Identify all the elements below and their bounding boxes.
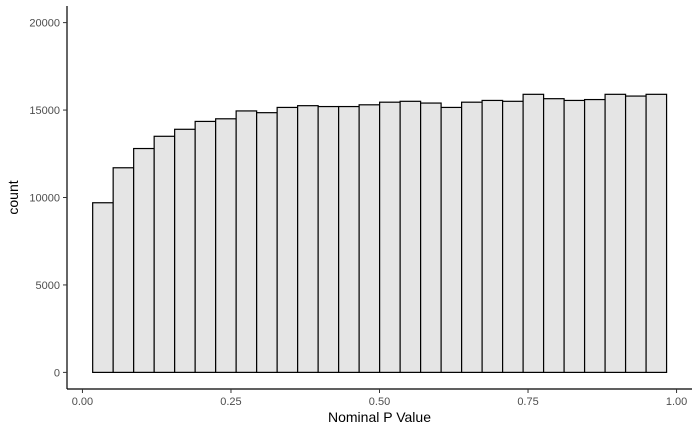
histogram-bar	[215, 118, 237, 373]
y-tick-label: 5000	[36, 280, 60, 292]
histogram-bar	[563, 99, 586, 373]
histogram-bar	[645, 93, 668, 373]
histogram-bar	[338, 105, 360, 373]
histogram-bar	[461, 101, 483, 373]
histogram-bar	[522, 93, 545, 373]
histogram-bar	[583, 98, 606, 373]
histogram-bar	[92, 202, 114, 373]
histogram-bar	[276, 106, 299, 373]
histogram-bar	[235, 110, 258, 373]
x-tick-label: 0.25	[220, 396, 241, 408]
histogram-bar	[297, 105, 319, 373]
histogram-bar	[502, 100, 524, 373]
x-tick-label: 1.00	[666, 396, 687, 408]
y-axis-title: count	[5, 180, 21, 214]
histogram-bar	[153, 135, 176, 373]
histogram-bar	[420, 102, 442, 373]
histogram-bar	[440, 106, 463, 373]
histogram-bar	[542, 98, 565, 373]
histogram-bar	[379, 101, 401, 373]
y-axis-ticks: 0 5000 10000 15000 20000	[29, 18, 67, 379]
histogram-bar	[112, 167, 135, 373]
histogram-bar	[256, 112, 278, 373]
y-tick-label: 10000	[29, 193, 60, 205]
histogram-bar	[604, 93, 627, 373]
y-tick-label: 20000	[29, 18, 60, 30]
histogram-bar	[194, 120, 217, 373]
histogram-bar	[174, 128, 196, 373]
histogram-bars	[92, 93, 668, 373]
histogram-bar	[133, 147, 155, 373]
x-tick-label: 0.00	[72, 396, 93, 408]
y-tick-label: 15000	[29, 105, 60, 117]
histogram-bar	[624, 95, 647, 373]
x-tick-label: 0.75	[517, 396, 538, 408]
y-tick-label: 0	[54, 367, 60, 379]
histogram-bar	[399, 100, 422, 373]
x-axis-ticks: 0.00 0.25 0.50 0.75 1.00	[72, 389, 687, 408]
histogram-bar	[317, 105, 340, 373]
x-axis-title: Nominal P Value	[328, 409, 431, 425]
x-tick-label: 0.50	[369, 396, 390, 408]
histogram-bar	[481, 99, 504, 373]
histogram-bar	[358, 104, 381, 373]
